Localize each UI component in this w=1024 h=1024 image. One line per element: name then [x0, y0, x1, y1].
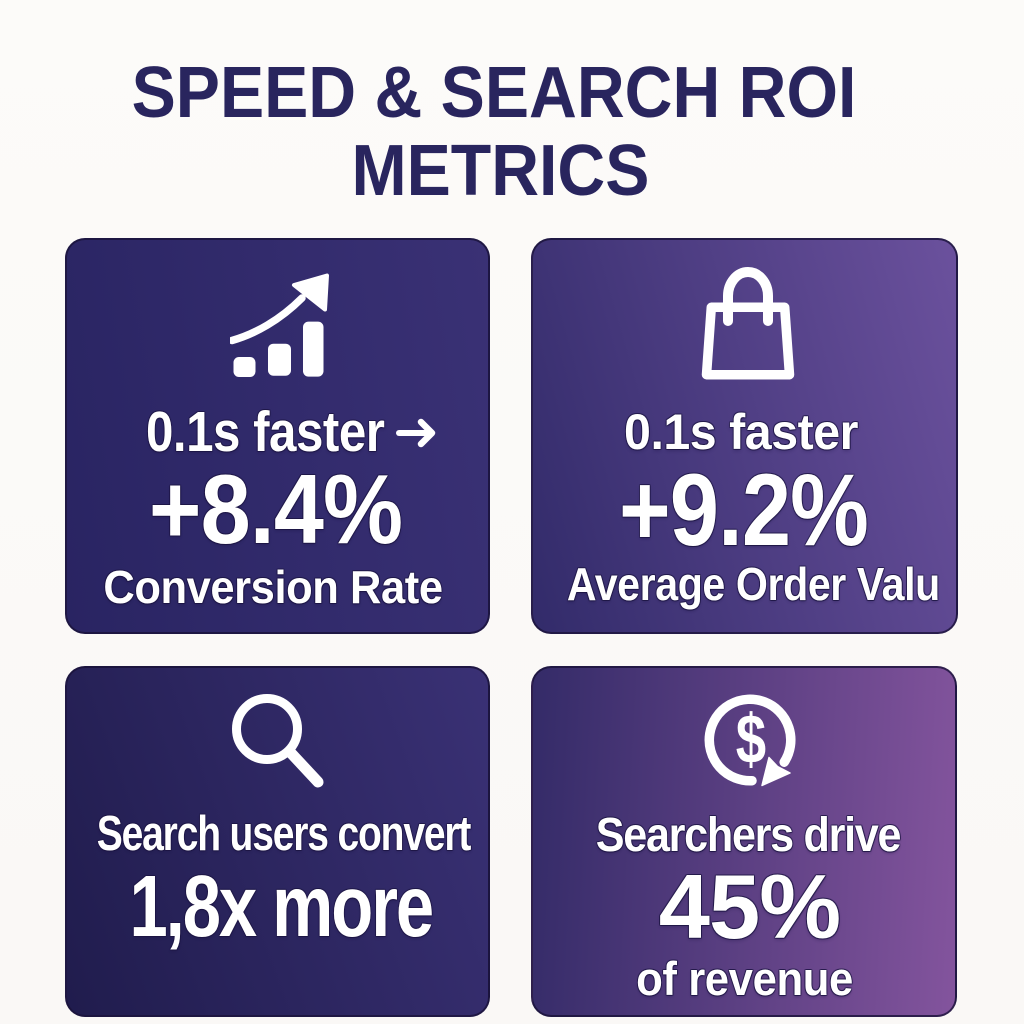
svg-text:$: $	[736, 701, 766, 779]
